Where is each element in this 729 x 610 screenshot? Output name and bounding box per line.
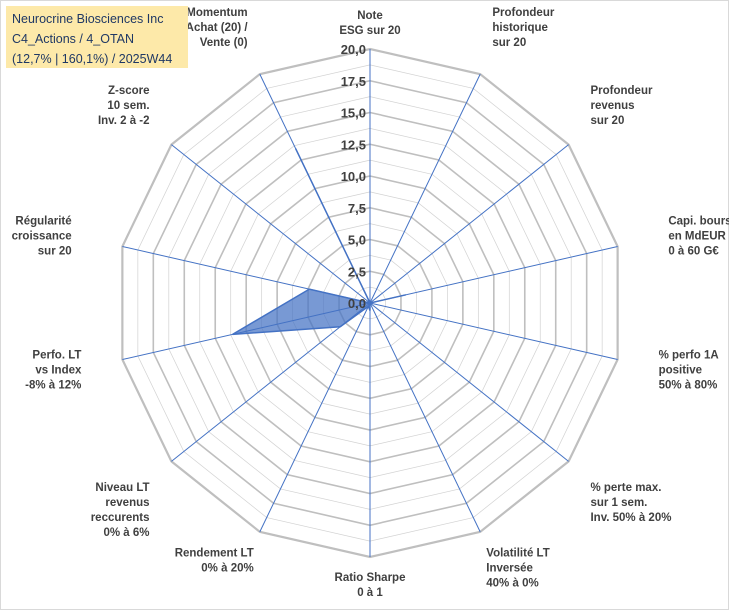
series-polygon (232, 148, 407, 336)
axis-spoke (369, 302, 618, 361)
title-box: Neurocrine Biosciences Inc C4_Actions / … (6, 6, 188, 68)
tick-label: 15,0 (341, 106, 366, 121)
axis-spoke (369, 144, 569, 304)
tick-label: 7,5 (348, 201, 366, 216)
axis-label: Z-score 10 sem. Inv. 2 à -2 (98, 85, 150, 127)
tick-label: 17,5 (341, 74, 366, 89)
tick-label: 2,5 (348, 264, 366, 279)
axis-spoke (171, 302, 371, 462)
perf-summary: (12,7% | 160,1%) / 2025W44 (12, 52, 173, 66)
tick-label: 0,0 (348, 296, 366, 311)
axis-label: Perfo. LT vs Index -8% à 12% (25, 349, 82, 391)
radar-tick-labels: 0,0 2,5 5,0 7,5 10,0 12,5 15,0 17,5 20,0 (341, 42, 366, 311)
axis-spoke (259, 302, 371, 533)
portfolio-name: C4_Actions / 4_OTAN (12, 32, 135, 46)
axis-label: Profondeur revenus sur 20 (590, 85, 652, 127)
axis-spoke (369, 302, 481, 533)
axis-spoke (369, 245, 618, 304)
axis-label: Capi. bours. en MdEUR 0 à 60 G€ (668, 215, 729, 257)
axis-label: Momentum Achat (20) / Vente (0) (186, 7, 249, 49)
axis-label: Ratio Sharpe 0 à 1 (335, 572, 406, 599)
axis-label: % perte max. sur 1 sem. Inv. 50% à 20% (590, 482, 671, 524)
axis-label: Niveau LT revenus reccurents 0% à 6% (91, 482, 150, 539)
axis-label: Volatilité LT Inversée 40% à 0% (486, 547, 549, 589)
axis-spoke (369, 302, 569, 462)
tick-label: 5,0 (348, 233, 366, 248)
tick-label: 10,0 (341, 169, 366, 184)
axis-label: % perfo 1A positive 50% à 80% (659, 349, 719, 391)
axis-spoke (369, 73, 481, 304)
company-name: Neurocrine Biosciences Inc (12, 12, 164, 26)
tick-label: 20,0 (341, 42, 366, 57)
radar-axis-labels: Note ESG sur 20 Profondeur historique sur 20… (12, 7, 729, 599)
axis-label: Note ESG sur 20 (339, 10, 400, 37)
axis-label: Rendement LT 0% à 20% (175, 547, 254, 574)
axis-label: Profondeur historique sur 20 (492, 7, 554, 49)
tick-label: 12,5 (341, 137, 366, 152)
axis-label: Régularité croissance sur 20 (12, 215, 72, 257)
axis-spoke (171, 144, 371, 304)
